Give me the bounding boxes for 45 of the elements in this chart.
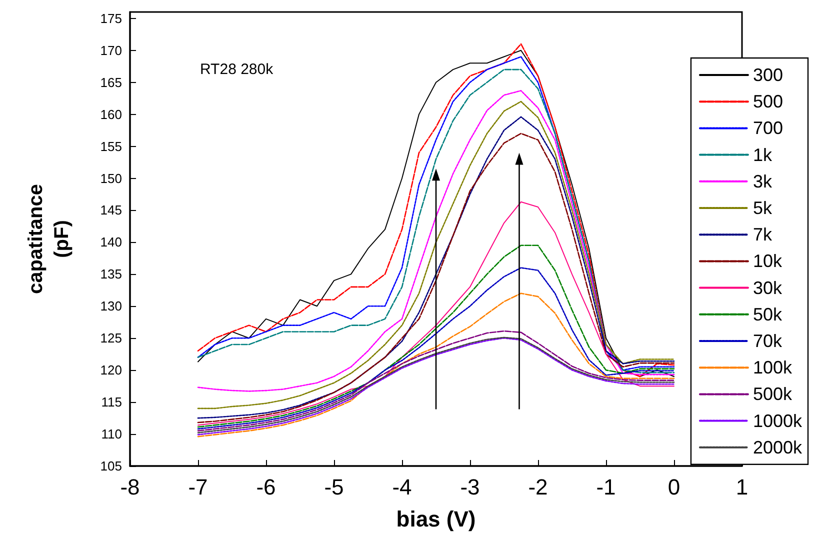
- x-tick-label: -8: [120, 474, 140, 500]
- line-series: [197, 292, 675, 438]
- x-tick-label: -6: [256, 474, 276, 500]
- legend-label: 50k: [752, 304, 783, 324]
- legend-label: 500: [752, 92, 784, 112]
- x-tick-label: 1: [736, 474, 748, 500]
- y-tick-label: 160: [100, 106, 122, 122]
- y-tick-label: 145: [100, 202, 122, 218]
- y-tick-label: 135: [100, 266, 122, 282]
- legend-label: 500k: [752, 384, 793, 404]
- annotation: RT28 280k: [200, 61, 274, 78]
- legend-label: 1k: [752, 144, 773, 165]
- legend-label: 1000k: [752, 410, 803, 431]
- x-tick-label: -3: [460, 474, 480, 500]
- y-tick-label: 165: [100, 74, 122, 90]
- y-tick-label: 155: [100, 138, 122, 154]
- y-tick-label: 105: [100, 458, 122, 474]
- x-axis-title: bias (V): [396, 506, 476, 532]
- legend-label: 300: [752, 65, 784, 85]
- y-tick-label: 125: [100, 330, 122, 346]
- legend-label: 30k: [752, 278, 783, 298]
- legend-label: 7k: [752, 224, 773, 245]
- x-tick-label: 0: [668, 474, 680, 500]
- y-tick-label: 115: [101, 394, 122, 410]
- y-tick-label: 140: [100, 234, 122, 250]
- legend-label: 3k: [752, 171, 773, 192]
- line-series: [198, 201, 674, 426]
- legend-label: 5k: [752, 198, 773, 218]
- x-tick-label: -4: [392, 474, 412, 500]
- x-tick-label: -7: [188, 474, 208, 500]
- y-tick-label: 175: [100, 10, 122, 26]
- legend-label: 100k: [752, 358, 793, 378]
- x-tick-label: -1: [596, 474, 616, 500]
- y-tick-label: 120: [100, 362, 122, 378]
- legend-label: 70k: [752, 331, 783, 351]
- legend-label: 700: [752, 118, 784, 138]
- legend-label: 10k: [752, 251, 783, 272]
- legend-label: 2000k: [752, 437, 803, 458]
- y-axis-title: capatitance (pF): [25, 184, 73, 294]
- x-tick-label: -5: [324, 474, 344, 500]
- y-tick-label: 130: [100, 298, 122, 314]
- y-tick-label: 150: [100, 170, 122, 186]
- x-tick-label: -2: [528, 474, 548, 500]
- y-tick-label: 110: [101, 426, 122, 442]
- y-tick-label: 170: [100, 42, 122, 58]
